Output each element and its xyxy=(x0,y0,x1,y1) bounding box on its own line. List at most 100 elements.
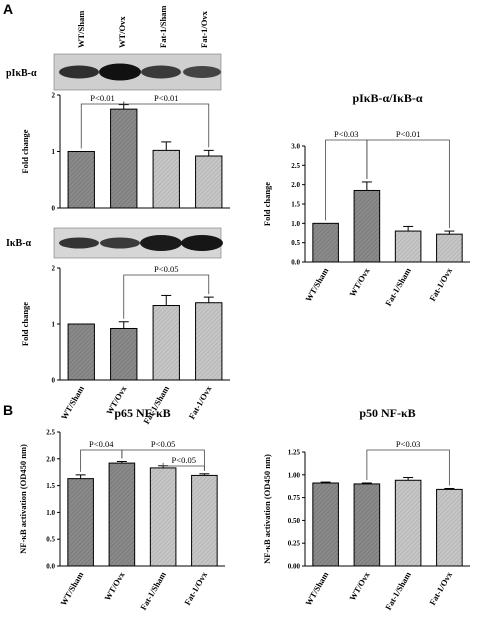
blot-lane-label: Fat-1/Ovx xyxy=(199,10,209,48)
x-tick-label: WT/Ovx xyxy=(347,569,372,602)
bar xyxy=(353,189,381,263)
significance-bracket xyxy=(162,462,205,471)
bar xyxy=(149,467,177,567)
blot-label-pikb: pIκB-α xyxy=(6,68,37,79)
y-tick-label: 2.5 xyxy=(46,429,55,437)
significance-bracket xyxy=(123,101,210,148)
bar xyxy=(394,230,422,263)
chart-title: p65 NF-κB xyxy=(114,406,170,420)
significance-label: P<0.01 xyxy=(90,93,114,103)
y-tick-label: 0.25 xyxy=(288,540,301,548)
y-tick-label: 2.5 xyxy=(291,162,300,170)
significance-bracket xyxy=(366,139,450,229)
blot-lane-label: Fat-1/Sham xyxy=(158,6,168,49)
y-tick-label: 0.0 xyxy=(46,563,55,571)
significance-bracket xyxy=(366,449,450,486)
x-tick-label: Fat-1/Sham xyxy=(138,570,168,612)
y-tick-label: 1 xyxy=(52,321,56,329)
y-tick-label: 1.0 xyxy=(291,220,300,228)
y-axis-label: NF-κB activation (OD450 nm) xyxy=(18,444,28,554)
x-tick-label: WT/Ovx xyxy=(347,265,372,298)
bar xyxy=(108,462,136,567)
y-tick-label: 3.0 xyxy=(291,143,300,151)
chart-p50: 0.00 0.25 0.50 0.75 1.00 1.25 NF-κB activation… xyxy=(262,406,470,612)
bar xyxy=(67,478,94,567)
x-tick-label: WT/Sham xyxy=(303,570,330,607)
y-axis-label: NF-κB activation (OD450 nm) xyxy=(262,454,272,564)
y-tick-label: 0.0 xyxy=(291,259,300,267)
y-tick-label: 2 xyxy=(52,265,56,273)
bar xyxy=(110,327,138,381)
y-tick-label: 2 xyxy=(52,92,56,100)
significance-label: P<0.05 xyxy=(172,455,196,465)
chart-pikb: 0 1 2 Fold change P<0.01 P<0.01 xyxy=(20,92,230,213)
chart-title: pIκB-α/IκB-α xyxy=(352,91,422,105)
y-tick-label: 1.25 xyxy=(288,449,301,457)
blot-lane-labels: WT/Sham WT/Ovx Fat-1/Sham Fat-1/Ovx xyxy=(76,6,209,49)
bar xyxy=(436,488,463,567)
blot-image-pikb xyxy=(53,53,222,91)
y-tick-label: 0.5 xyxy=(46,536,55,544)
y-tick-label: 0.00 xyxy=(288,563,301,571)
bar xyxy=(312,222,339,263)
x-tick-label: WT/Ovx xyxy=(102,569,127,602)
bar xyxy=(353,483,381,567)
y-tick-label: 0 xyxy=(52,377,56,385)
bar xyxy=(152,149,180,209)
bar xyxy=(67,151,95,209)
bar xyxy=(152,305,180,381)
y-tick-label: 2.0 xyxy=(291,181,300,189)
charts-layer: 0 1 2 Fold change P<0.01 P<0.01 0 1 2 Fold change… xyxy=(18,91,470,612)
y-tick-label: 0.75 xyxy=(288,494,301,502)
chart-p65: 0.0 0.5 1.0 1.5 2.0 2.5 NF-κB activation (OD45… xyxy=(18,406,225,612)
bar xyxy=(436,233,463,263)
chart-title: p50 NF-κB xyxy=(359,406,415,420)
y-tick-label: 0.5 xyxy=(291,239,300,247)
y-tick-label: 1.00 xyxy=(288,471,301,479)
x-tick-label: Fat-1/Ovx xyxy=(427,265,454,303)
bar xyxy=(67,323,95,381)
bar xyxy=(195,155,223,209)
significance-bracket xyxy=(121,449,205,471)
x-tick-label: WT/Sham xyxy=(58,570,85,607)
blot-image-ikb xyxy=(53,227,223,259)
x-tick-label: Fat-1/Sham xyxy=(383,570,413,612)
blot-lane-label: WT/Sham xyxy=(76,11,86,48)
y-tick-label: 1.5 xyxy=(291,201,300,209)
significance-label: P<0.03 xyxy=(334,129,358,139)
x-tick-label: WT/Sham xyxy=(59,384,86,421)
x-tick-label: Fat-1/Ovx xyxy=(182,569,209,607)
chart-ratio: 0.0 0.5 1.0 1.5 2.0 2.5 3.0 Fold change pIκB-α/I… xyxy=(262,91,470,308)
significance-bracket xyxy=(123,274,210,319)
significance-label: P<0.05 xyxy=(151,439,175,449)
y-tick-label: 0 xyxy=(52,205,56,213)
y-tick-label: 2.0 xyxy=(46,455,55,463)
bar xyxy=(110,108,138,209)
y-tick-label: 1.0 xyxy=(46,509,55,517)
blot-lane-label: WT/Ovx xyxy=(117,16,127,48)
x-tick-label: WT/Sham xyxy=(303,266,330,303)
bar xyxy=(312,482,339,567)
bar xyxy=(191,474,218,567)
x-tick-label: Fat-1/Ovx xyxy=(186,383,213,421)
x-tick-label: Fat-1/Ovx xyxy=(427,569,454,607)
y-tick-label: 1 xyxy=(52,148,56,156)
significance-label: P<0.01 xyxy=(396,129,420,139)
x-tick-label: Fat-1/Sham xyxy=(383,266,413,308)
significance-label: P<0.05 xyxy=(154,264,178,274)
y-axis-label: Fold change xyxy=(20,129,30,173)
significance-label: P<0.01 xyxy=(154,93,178,103)
y-axis-label: Fold change xyxy=(20,302,30,346)
bar xyxy=(195,302,223,381)
panel-label-b: B xyxy=(3,402,13,418)
significance-label: P<0.04 xyxy=(89,439,114,449)
y-tick-label: 1.5 xyxy=(46,482,55,490)
panel-label-a: A xyxy=(3,1,13,17)
blot-label-ikb: IκB-α xyxy=(6,238,31,249)
y-tick-label: 0.50 xyxy=(288,517,301,525)
bar xyxy=(394,479,422,567)
significance-label: P<0.03 xyxy=(396,439,420,449)
y-axis-label: Fold change xyxy=(262,182,272,226)
